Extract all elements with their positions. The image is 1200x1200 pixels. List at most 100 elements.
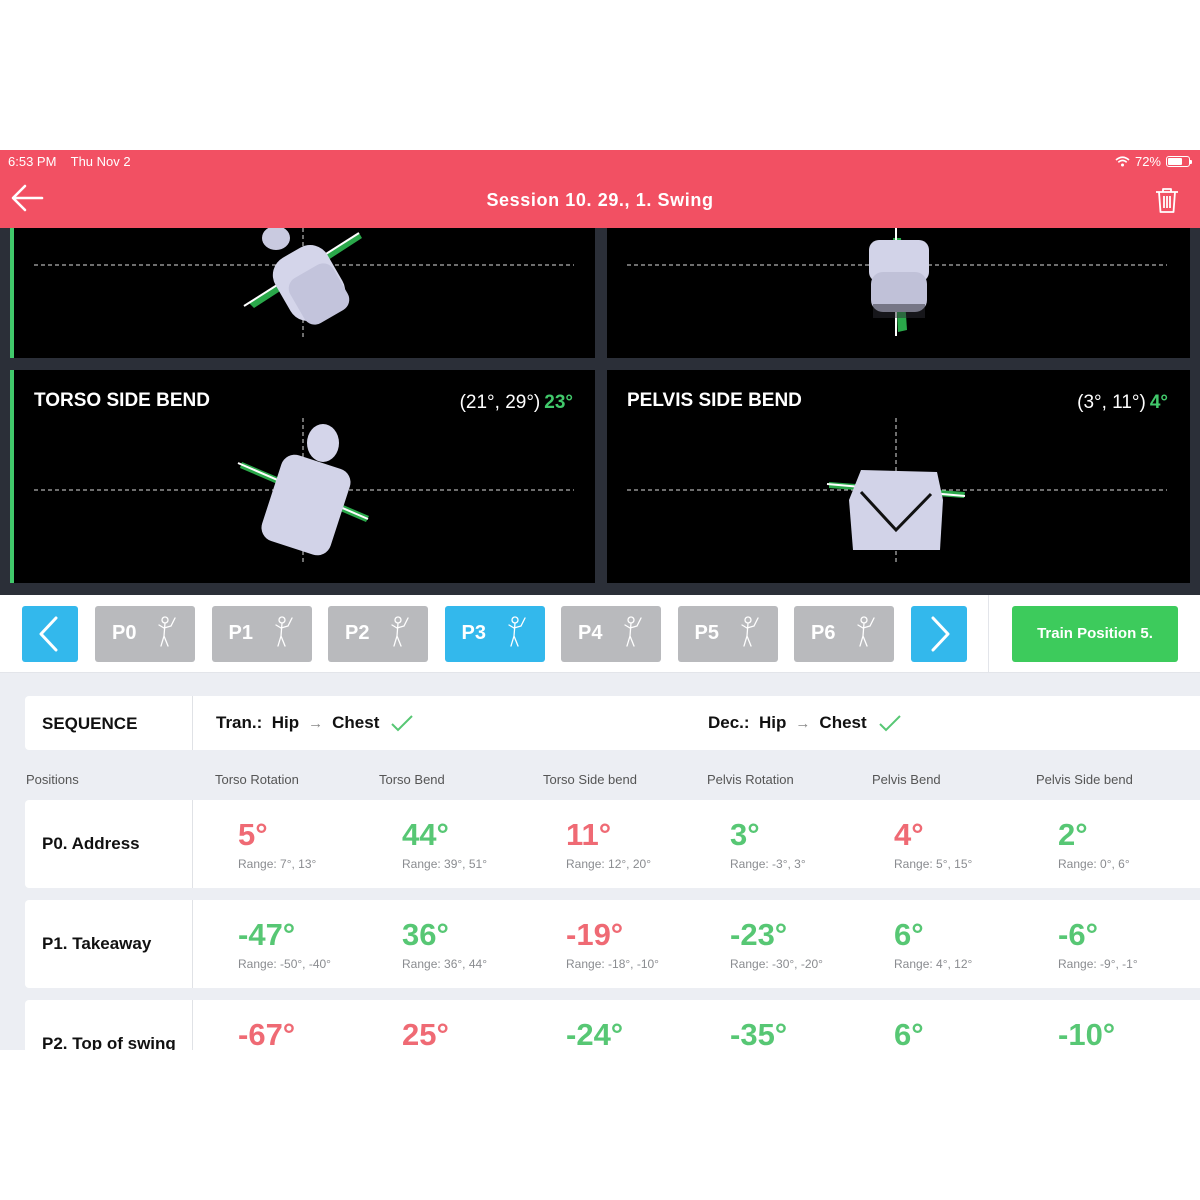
metric-value: -19° [566, 917, 624, 952]
metric-range: Range: -9°, -1° [1058, 957, 1138, 971]
position-label: P3 [461, 622, 486, 644]
metric-cell: 25° [402, 1017, 449, 1051]
position-button-p1[interactable]: P1 [211, 606, 312, 662]
page-title: Session 10. 29., 1. Swing [486, 190, 714, 210]
train-position-button[interactable]: Train Position 5. [1012, 606, 1178, 662]
metric-cell: 6° Range: 4°, 12° [894, 918, 972, 972]
row-divider [192, 1000, 193, 1050]
metric-range: Range: -3°, 3° [730, 857, 806, 871]
metric-cell: 5° Range: 7°, 13° [238, 817, 317, 872]
pelvis-side-bend-visual [627, 418, 1167, 562]
status-clock: 6:53 PM [8, 154, 57, 169]
chevron-left-icon [39, 616, 58, 652]
position-button-p0[interactable]: P0 [95, 606, 195, 662]
metric-range: Range: 39°, 51° [402, 857, 487, 871]
metric-range: Range: -30°, -20° [730, 957, 823, 971]
metric-cell: -19° Range: -18°, -10° [566, 917, 659, 972]
position-button-p4[interactable]: P4 [561, 606, 661, 662]
position-button-p2[interactable]: P2 [328, 606, 428, 662]
metric-value: -6° [1058, 917, 1098, 952]
arrow-right-icon: → [308, 714, 324, 732]
metric-cell: -24° [566, 1018, 623, 1051]
pelvis-rotation-visual [627, 228, 1167, 336]
pelvis-figure [849, 470, 943, 550]
back-arrow-icon[interactable] [10, 182, 46, 214]
table-row: P2. Top of swing -67° 25° -24° -35° 6° -10° [25, 1000, 1200, 1050]
golfer-icon [158, 616, 176, 647]
metric-value: -47° [238, 917, 296, 952]
metric-range: Range: 5°, 15° [894, 857, 973, 871]
position-label: P6 [811, 622, 836, 644]
trash-icon[interactable] [1154, 186, 1180, 214]
metric-value: 25° [402, 1017, 449, 1051]
sequence-divider [192, 696, 193, 750]
metric-value: 2° [1058, 817, 1088, 852]
column-header-torso-bend: Torso Bend [379, 772, 445, 787]
metric-cell: 3° Range: -3°, 3° [730, 817, 806, 872]
position-label: P0 [112, 622, 137, 644]
metric-value: -35° [730, 1017, 788, 1051]
status-time: 6:53 PM Thu Nov 2 [8, 154, 131, 169]
metric-range: Range: 7°, 13° [238, 857, 317, 871]
column-header-positions: Positions [26, 772, 79, 787]
torso-side-bend-current: 23° [544, 392, 573, 413]
torso-side-bend-visual [34, 418, 574, 562]
transition-to: Chest [332, 713, 380, 732]
app-screen: 6:53 PM Thu Nov 2 72% Session 10. 29., 1… [0, 150, 1200, 1050]
metric-value: 6° [894, 1017, 924, 1051]
check-icon [878, 715, 901, 732]
pelvis-side-bend-panel: PELVIS SIDE BEND (3°, 11°) 4° [607, 370, 1190, 583]
pelvis-rotation-panel [607, 228, 1190, 358]
golfer-icon [507, 616, 526, 647]
position-button-p6[interactable]: P6 [794, 606, 894, 662]
row-label: P0. Address [42, 834, 140, 853]
metric-value: -23° [730, 917, 788, 952]
metric-cell: 36° Range: 36°, 44° [402, 918, 487, 972]
arrow-right-icon: → [795, 714, 811, 732]
position-selector: P0 P1 P2 P3 P4 P5 P6 Train Position 5. [0, 595, 1200, 673]
position-label: P1 [228, 622, 253, 644]
metric-range: Range: 0°, 6° [1058, 857, 1130, 871]
position-button-p5[interactable]: P5 [677, 606, 778, 662]
next-button[interactable] [911, 606, 967, 662]
deceleration-from: Hip [759, 713, 787, 732]
metric-value: 3° [730, 817, 760, 852]
metric-value: 4° [894, 817, 924, 852]
pelvis-side-bend-title: PELVIS SIDE BEND [627, 390, 802, 411]
row-divider [192, 800, 193, 888]
pelvis-figure [869, 240, 929, 318]
torso-side-bend-panel: TORSO SIDE BEND (21°, 29°) 23° [10, 370, 595, 583]
torso-side-bend-values: (21°, 29°) 23° [460, 392, 573, 414]
metric-value: -10° [1058, 1017, 1116, 1051]
metric-value: 5° [238, 817, 268, 852]
metric-cell: -10° [1058, 1017, 1116, 1051]
position-button-p3[interactable]: P3 [444, 606, 545, 662]
metric-value: 11° [566, 817, 612, 852]
golfer-icon [624, 616, 642, 647]
status-date: Thu Nov 2 [70, 154, 131, 169]
metric-cell: -6° Range: -9°, -1° [1058, 917, 1138, 972]
row-label: P2. Top of swing [42, 1034, 176, 1050]
table-row: P1. Takeaway -47° Range: -50°, -40° 36° Rang… [25, 900, 1200, 988]
selector-divider [988, 595, 989, 673]
metric-range: Range: -50°, -40° [238, 957, 331, 971]
deceleration-to: Chest [819, 713, 867, 732]
wifi-icon [1115, 156, 1130, 167]
battery-level [1168, 158, 1183, 165]
column-header-pelvis-rotation: Pelvis Rotation [707, 772, 794, 787]
metric-range: Range: -18°, -10° [566, 957, 659, 971]
metric-cell: -35° [730, 1017, 788, 1051]
pelvis-side-bend-range: (3°, 11°) [1077, 392, 1146, 413]
sequence-label: SEQUENCE [42, 714, 138, 733]
previous-button[interactable] [22, 606, 78, 662]
row-divider [192, 900, 193, 988]
status-indicators: 72% [1115, 154, 1192, 169]
metric-value: 44° [402, 817, 449, 852]
metric-cell: 11° Range: 12°, 20° [566, 817, 651, 872]
golfer-icon [274, 616, 293, 647]
golfer-icon [391, 616, 409, 647]
torso-rotation-visual [34, 228, 574, 338]
column-header-torso-rotation: Torso Rotation [215, 772, 299, 787]
metric-cell: 2° Range: 0°, 6° [1058, 817, 1130, 872]
torso-side-bend-title: TORSO SIDE BEND [34, 390, 210, 411]
